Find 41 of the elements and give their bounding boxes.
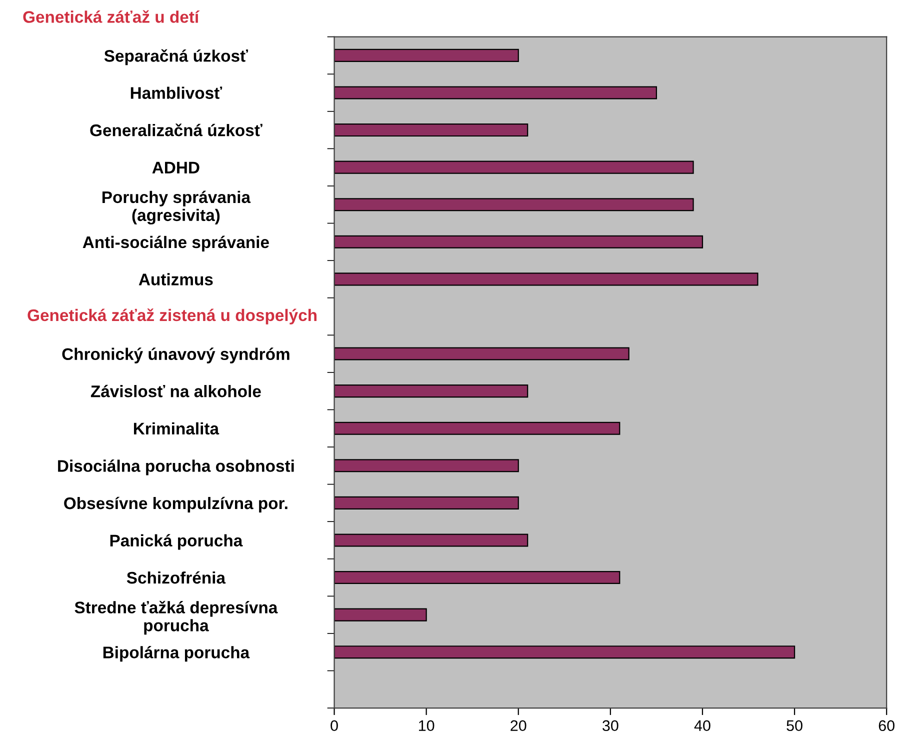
- bar: [334, 384, 528, 398]
- y-tick-label: Generalizačná úzkosť: [90, 124, 262, 136]
- bar: [334, 347, 630, 360]
- x-tick-label: 60: [878, 720, 894, 732]
- y-tick-label: Obsesívne kompulzívna por.: [64, 496, 288, 513]
- bar: [334, 86, 658, 100]
- y-tick-label: ADHD: [152, 162, 200, 174]
- bar: [334, 570, 620, 584]
- y-tick-label: Disociálna porucha osobnosti: [58, 460, 294, 476]
- y-tick-label: Separačná úzkosť: [104, 49, 248, 66]
- x-tick-label: 10: [418, 720, 434, 732]
- bar: [334, 235, 704, 248]
- bar: [334, 496, 519, 510]
- y-tick-label: Závislosť na alkohole: [90, 384, 261, 398]
- y-tick-label: Panická porucha: [110, 534, 243, 550]
- x-tick-label: 30: [602, 720, 618, 732]
- y-tick-label: Poruchy správania (agresivita): [102, 190, 251, 224]
- bar: [334, 534, 528, 547]
- x-tick-label: 20: [510, 720, 526, 732]
- bar: [334, 422, 620, 435]
- y-tick-label: Bipolárna porucha: [103, 646, 250, 662]
- bar: [334, 198, 694, 212]
- bar: [334, 608, 427, 622]
- text: Genetická záťaž zistená u dospelých: [28, 308, 316, 324]
- text: Genetická záťaž u detí: [23, 10, 200, 23]
- bar: [334, 48, 519, 62]
- y-tick-label: Schizofrénia: [126, 571, 226, 584]
- x-tick-label: 40: [694, 720, 710, 732]
- y-tick-label: Stredne ťažká depresívna porucha: [74, 600, 278, 635]
- x-tick-label: 0: [330, 720, 338, 732]
- y-tick-label: Kriminalita: [134, 422, 220, 435]
- y-tick-label: Autizmus: [138, 273, 213, 286]
- bar: [334, 459, 519, 472]
- y-tick-label: Hamblivosť: [130, 86, 222, 99]
- bar: [334, 160, 694, 174]
- y-tick-label: Anti-sociálne správanie: [82, 236, 269, 252]
- y-tick-label: Chronický únavový syndróm: [62, 348, 290, 364]
- x-tick-label: 50: [786, 720, 802, 732]
- bar: [334, 124, 528, 137]
- bar: [334, 272, 758, 286]
- bar: [334, 646, 796, 659]
